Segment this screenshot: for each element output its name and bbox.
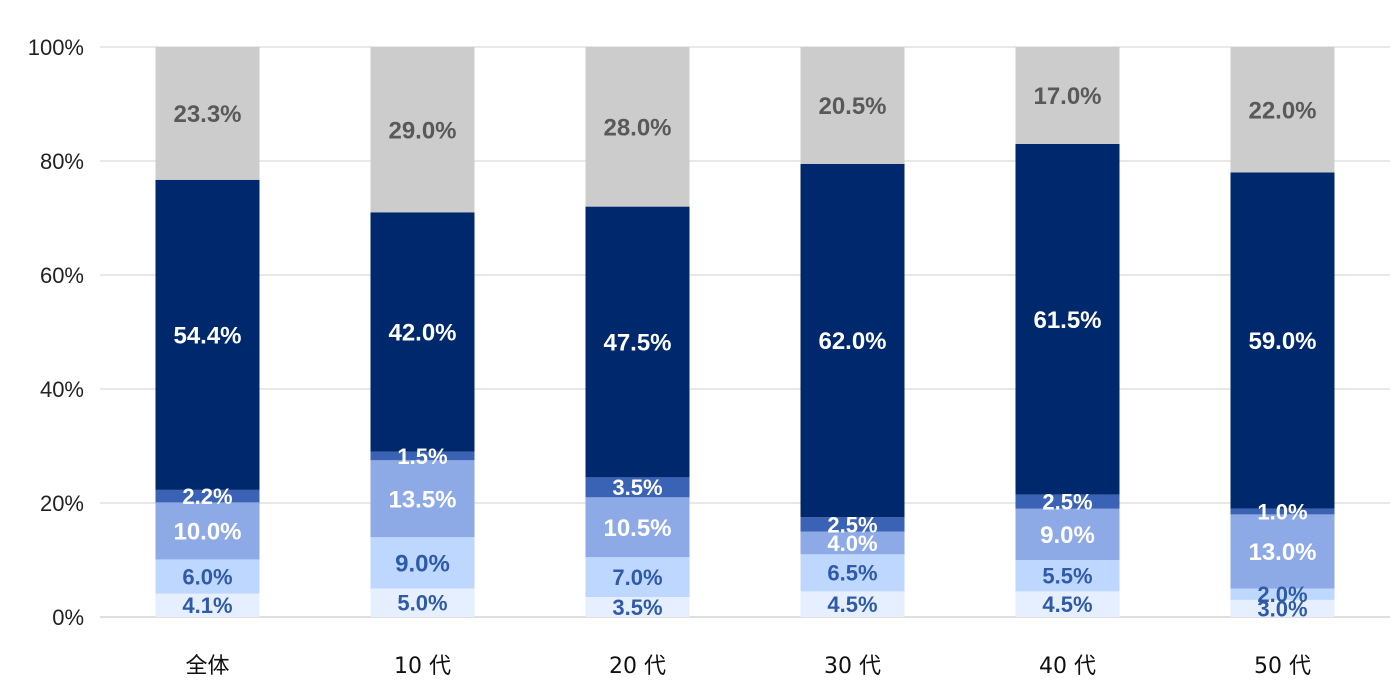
bar-segment [155, 179, 260, 490]
data-label: 20.5% [818, 93, 886, 120]
bar-segment [370, 212, 475, 452]
data-label: 6.5% [827, 561, 877, 586]
data-labels: 4.1% 6.0% 10.0% 2.2% 54.4% 23.3% 5.0% 9.0% 13.5%… [173, 83, 1316, 621]
x-category-label: 10 代 [394, 654, 451, 679]
data-label: 4.5% [1042, 592, 1092, 617]
data-label: 3.5% [612, 595, 662, 620]
y-tick-label: 40% [40, 377, 84, 402]
x-category-label: 全体 [185, 654, 229, 679]
x-category-label: 40 代 [1039, 654, 1096, 679]
bar-segment [155, 47, 260, 180]
bar-segment [1015, 591, 1120, 617]
y-tick-label: 80% [40, 149, 84, 174]
data-label: 5.0% [397, 591, 447, 616]
data-label: 2.0% [1257, 582, 1307, 607]
data-label: 54.4% [173, 322, 241, 349]
data-label: 4.1% [182, 593, 232, 618]
bar-segment [370, 588, 475, 617]
bar-segment [155, 489, 260, 503]
data-label: 5.5% [1042, 564, 1092, 589]
bar-segment [585, 597, 690, 617]
bar-segment [370, 451, 475, 461]
x-category-label: 50 代 [1254, 654, 1311, 679]
data-label: 59.0% [1248, 328, 1316, 355]
bar-segment [585, 206, 690, 478]
data-label: 9.0% [395, 550, 450, 577]
bar-segment [1015, 560, 1120, 592]
bar-segment [585, 557, 690, 598]
y-axis-tick-labels: 0% 20% 40% 60% 80% 100% [28, 35, 84, 630]
bar-segment [585, 497, 690, 558]
data-label: 62.0% [818, 328, 886, 355]
bar-segment [1230, 47, 1335, 173]
x-category-label: 30 代 [824, 654, 881, 679]
bar-segment [155, 593, 260, 617]
data-label: 2.5% [1042, 489, 1092, 514]
bar-segment [585, 477, 690, 498]
bar-segment [1015, 508, 1120, 560]
data-label: 7.0% [612, 565, 662, 590]
bar-segment [1230, 588, 1335, 600]
data-label: 1.5% [397, 444, 447, 469]
data-label: 2.2% [182, 484, 232, 509]
data-label: 10.5% [603, 515, 671, 542]
x-axis-category-labels: 全体 10 代 20 代 30 代 40 代 50 代 [185, 654, 1311, 679]
bar-segment [800, 531, 905, 555]
bar-segment [800, 591, 905, 617]
data-label: 23.3% [173, 101, 241, 128]
data-label: 29.0% [388, 117, 456, 144]
data-label: 3.5% [612, 475, 662, 500]
bar-segment [370, 47, 475, 213]
bar-segment [800, 47, 905, 164]
y-tick-label: 100% [28, 35, 84, 60]
y-tick-label: 60% [40, 263, 84, 288]
data-label: 17.0% [1033, 83, 1101, 110]
bar-segment [800, 163, 905, 518]
data-label: 6.0% [182, 564, 232, 589]
data-label: 22.0% [1248, 97, 1316, 124]
data-label: 10.0% [173, 519, 241, 546]
data-label: 13.0% [1248, 539, 1316, 566]
bar-segment [800, 517, 905, 532]
bar-segment [1015, 494, 1120, 509]
gridlines [100, 46, 1390, 618]
x-category-label: 20 代 [609, 654, 666, 679]
data-label: 47.5% [603, 330, 671, 357]
data-label: 42.0% [388, 320, 456, 347]
bars [155, 47, 1335, 617]
data-label: 9.0% [1040, 522, 1095, 549]
bar-segment [370, 537, 475, 589]
bar-segment [1230, 599, 1335, 617]
data-label: 13.5% [388, 486, 456, 513]
data-label: 61.5% [1033, 307, 1101, 334]
data-label: 4.5% [827, 592, 877, 617]
y-tick-label: 0% [52, 605, 84, 630]
data-label: 2.5% [827, 512, 877, 537]
bar-segment [800, 554, 905, 592]
data-label: 1.0% [1257, 499, 1307, 524]
bar-segment [585, 47, 690, 207]
bar-segment [155, 502, 260, 560]
bar-segment [1230, 508, 1335, 515]
bar-segment [1230, 172, 1335, 509]
bar-segment [1015, 47, 1120, 144]
bar-segment [1015, 143, 1120, 495]
data-label: 28.0% [603, 114, 671, 141]
bar-segment [370, 460, 475, 538]
data-label: 4.0% [827, 531, 877, 556]
y-tick-label: 20% [40, 491, 84, 516]
bar-segment [155, 559, 260, 594]
bar-segment [1230, 514, 1335, 589]
data-label: 3.0% [1257, 596, 1307, 621]
